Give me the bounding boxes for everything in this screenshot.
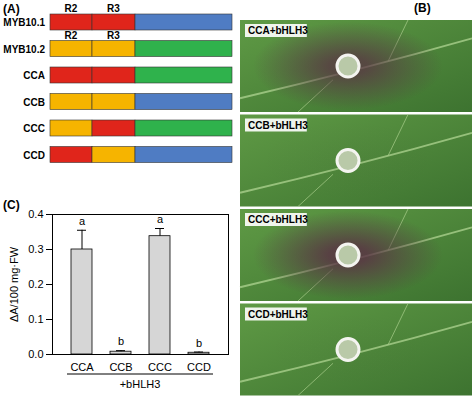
svg-text:R3: R3 xyxy=(107,30,120,41)
svg-text:CCB: CCB xyxy=(109,361,132,373)
svg-text:0.2: 0.2 xyxy=(28,278,43,290)
svg-text:b: b xyxy=(118,335,124,347)
svg-text:CCB: CCB xyxy=(23,97,45,108)
svg-text:CCD: CCD xyxy=(23,150,45,161)
svg-text:CCA+bHLH3: CCA+bHLH3 xyxy=(248,25,308,36)
svg-text:CCC: CCC xyxy=(148,361,172,373)
svg-text:ΔA/100 mg·FW: ΔA/100 mg·FW xyxy=(8,246,20,322)
svg-text:R2: R2 xyxy=(65,30,78,41)
svg-text:+bHLH3: +bHLH3 xyxy=(120,378,161,390)
svg-text:CCC: CCC xyxy=(23,123,45,134)
svg-text:a: a xyxy=(157,213,164,225)
svg-text:b: b xyxy=(196,337,202,349)
svg-text:(C): (C) xyxy=(3,198,20,212)
svg-text:(A): (A) xyxy=(3,2,20,16)
svg-text:CCB+bHLH3: CCB+bHLH3 xyxy=(248,120,308,131)
svg-text:MYB10.1: MYB10.1 xyxy=(3,17,45,28)
svg-text:0.1: 0.1 xyxy=(28,313,43,325)
svg-text:CCA: CCA xyxy=(23,70,45,81)
svg-text:CCC+bHLH3: CCC+bHLH3 xyxy=(248,214,308,225)
svg-text:a: a xyxy=(79,215,86,227)
svg-text:CCA: CCA xyxy=(70,361,94,373)
svg-text:(B): (B) xyxy=(414,1,431,15)
svg-text:0.3: 0.3 xyxy=(28,243,43,255)
svg-text:R3: R3 xyxy=(107,3,120,14)
svg-text:R2: R2 xyxy=(65,3,78,14)
svg-text:0.4: 0.4 xyxy=(28,208,43,220)
svg-text:CCD: CCD xyxy=(187,361,211,373)
svg-text:CCD+bHLH3: CCD+bHLH3 xyxy=(248,309,308,320)
svg-text:MYB10.2: MYB10.2 xyxy=(3,44,45,55)
svg-text:0.0: 0.0 xyxy=(28,348,43,360)
